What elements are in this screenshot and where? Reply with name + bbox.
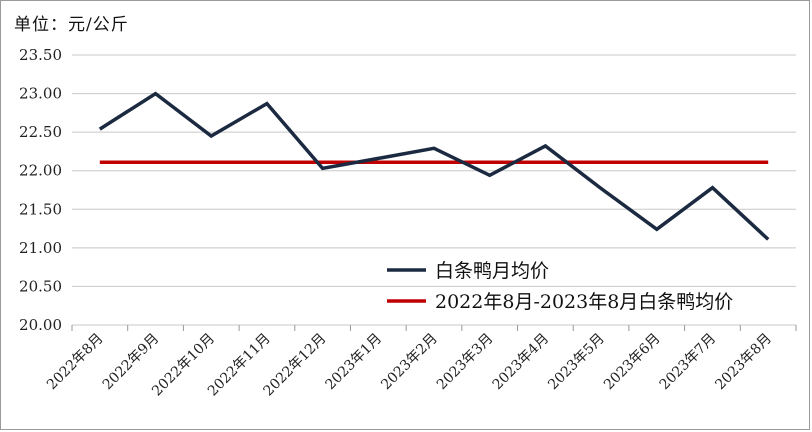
y-tick-label: 22.50 xyxy=(19,123,62,141)
x-tick-label: 2023年1月 xyxy=(323,331,386,394)
unit-label: 单位：元/公斤 xyxy=(14,15,129,35)
y-tick-label: 21.50 xyxy=(19,200,62,218)
y-tick-label: 21.00 xyxy=(19,239,62,257)
legend-label: 白条鸭月均价 xyxy=(435,260,549,282)
x-tick-label: 2023年3月 xyxy=(434,331,497,394)
y-tick-label: 20.50 xyxy=(19,277,62,295)
series-lines xyxy=(98,91,770,241)
x-tick-label: 2023年2月 xyxy=(378,331,441,394)
legend: 白条鸭月均价 2022年8月-2023年8月白条鸭均价 xyxy=(387,260,733,313)
x-tick-label: 2023年7月 xyxy=(657,331,720,394)
x-tick-label: 2023年4月 xyxy=(490,331,553,394)
x-tick-label: 2023年8月 xyxy=(712,331,775,394)
series-line-monthly-price xyxy=(98,91,770,241)
y-tick-label: 20.00 xyxy=(19,316,62,334)
y-axis-labels: 20.00 20.50 21.00 21.50 22.00 22.50 23.00 23.50 xyxy=(19,46,62,334)
x-tick-label: 2022年8月 xyxy=(44,331,107,394)
y-tick-label: 22.00 xyxy=(19,162,62,180)
x-axis: 2022年8月2022年9月2022年10月2022年11月2022年12月20… xyxy=(44,325,797,399)
legend-label: 2022年8月-2023年8月白条鸭均价 xyxy=(435,291,733,313)
x-tick-label: 2023年6月 xyxy=(601,331,664,394)
x-tick-label: 2023年5月 xyxy=(545,331,608,394)
y-tick-label: 23.50 xyxy=(19,46,62,64)
gridlines xyxy=(72,54,796,326)
y-tick-label: 23.00 xyxy=(19,85,62,103)
